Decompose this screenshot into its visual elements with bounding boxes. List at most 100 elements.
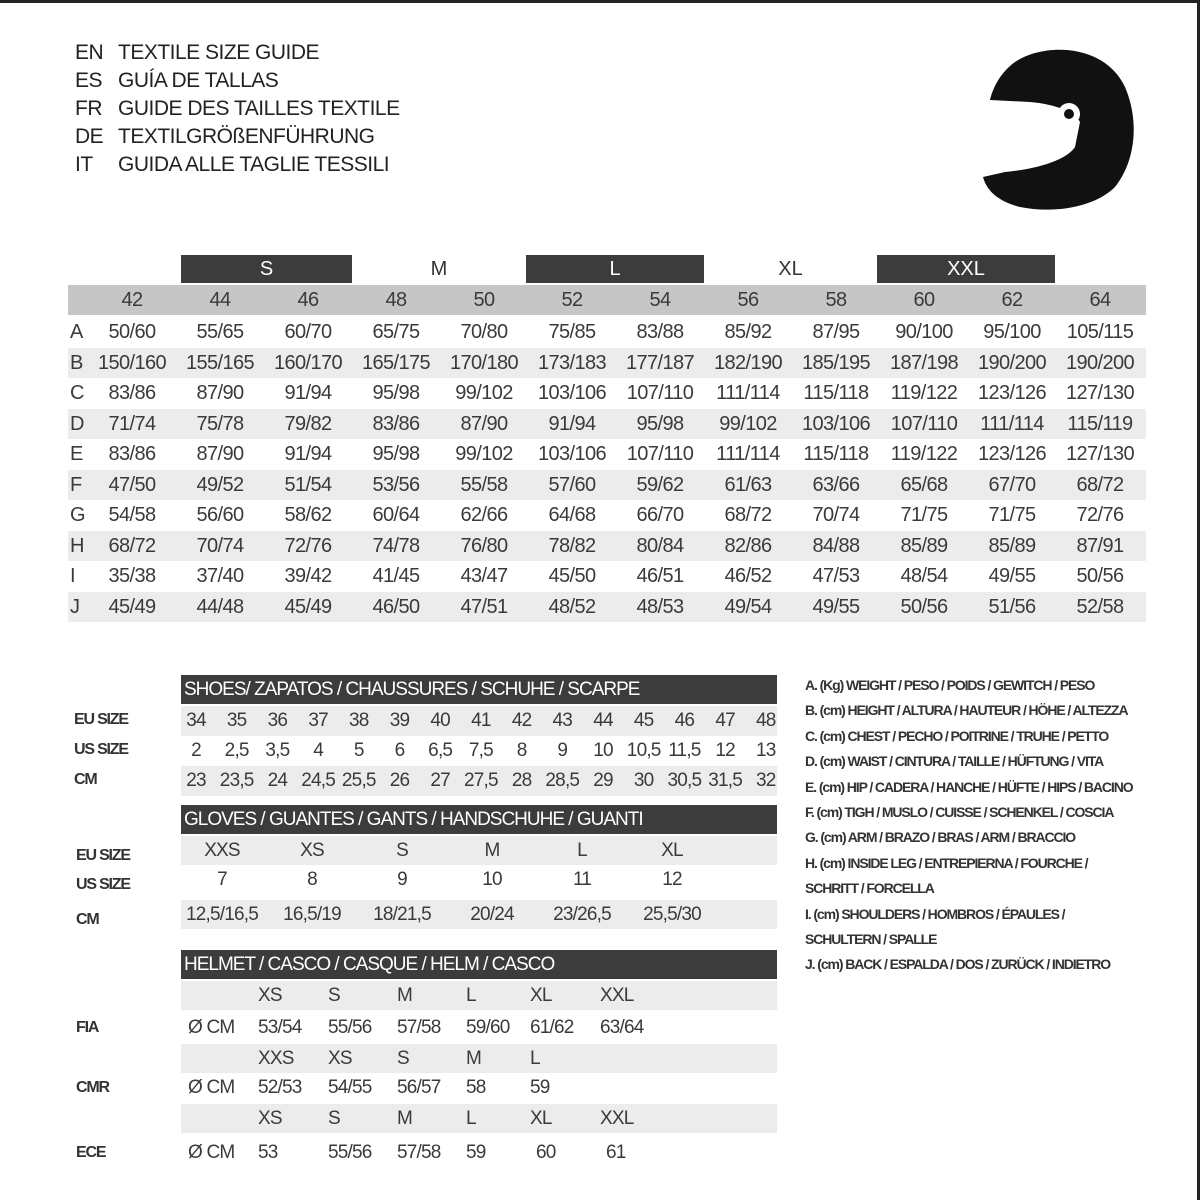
title-text: GUIDA ALLE TAGLIE TESSILI — [118, 153, 390, 176]
table-cell: 3,5 — [265, 740, 290, 761]
table-cell: 49/55 — [812, 595, 860, 618]
table-cell: 23/26,5 — [553, 904, 612, 925]
table-cell: 55/65 — [196, 321, 244, 343]
title-text: TEXTILGRÖßENFÜHRUNG — [118, 125, 375, 148]
title-line: FR GUIDE DES TAILLES TEXTILE — [75, 95, 400, 123]
table-cell: 40 — [430, 710, 450, 731]
table-cell: 87/90 — [196, 382, 244, 404]
table-cell: S — [396, 840, 409, 861]
row-label: F — [70, 473, 82, 496]
size-header-cell: 46 — [297, 289, 319, 311]
table-cell: 62/66 — [460, 504, 508, 526]
table-cell: 11,5 — [668, 740, 701, 761]
table-row-bg — [181, 1104, 777, 1133]
legend-item: SCHULTERN / SPALLE — [805, 931, 937, 947]
table-cell: 103/106 — [537, 382, 607, 404]
table-cell: 41 — [471, 710, 491, 731]
legend-item: SCHRITT / FORCELLA — [805, 880, 935, 897]
table-cell: 70/74 — [812, 504, 860, 526]
table-cell: XXS — [204, 840, 240, 861]
table-cell: 56/60 — [196, 504, 244, 526]
row-label: CM — [76, 911, 100, 928]
table-cell: 37/40 — [196, 565, 244, 587]
size-header-row — [68, 285, 1146, 315]
table-cell: 72/76 — [284, 534, 332, 557]
table-cell: 2,5 — [224, 740, 250, 761]
table-cell: 99/102 — [455, 443, 513, 465]
table-cell: 37 — [308, 710, 328, 731]
table-cell: 71/74 — [108, 412, 156, 435]
size-cell: XL — [530, 985, 552, 1006]
table-cell: 28,5 — [545, 770, 580, 791]
table-cell: 105/115 — [1066, 321, 1134, 343]
unit-label: Ø CM — [188, 1017, 235, 1038]
language-code: ES — [75, 69, 103, 92]
table-cell: 59/60 — [466, 1017, 510, 1038]
size-header-cell: 54 — [649, 289, 671, 311]
table-cell: 57/58 — [397, 1017, 441, 1038]
table-cell: 75/78 — [196, 412, 244, 435]
size-cell: M — [466, 1048, 482, 1069]
table-cell: 61/63 — [724, 473, 772, 496]
table-cell: 111/114 — [716, 443, 780, 465]
table-cell: 83/86 — [108, 382, 156, 404]
legend-item: G. (cm) ARM / BRAZO / BRAS / ARM / BRACC… — [805, 829, 1076, 846]
size-cell: M — [397, 985, 413, 1006]
language-code: DE — [75, 125, 104, 148]
size-cell: M — [397, 1108, 413, 1129]
table-cell: 90/100 — [895, 321, 953, 343]
table-cell: M — [484, 840, 500, 861]
table-cell: 85/89 — [988, 534, 1036, 557]
table-cell: 8 — [307, 869, 318, 890]
size-cell: L — [466, 1108, 477, 1129]
row-label: FIA — [76, 1019, 99, 1036]
table-cell: 10 — [593, 740, 613, 761]
table-cell: 16,5/19 — [283, 904, 342, 925]
table-cell: 155/165 — [185, 351, 255, 374]
table-cell: 107/110 — [626, 382, 694, 404]
table-cell: 50/60 — [108, 321, 156, 343]
table-cell: 87/90 — [460, 412, 508, 435]
table-cell: 12 — [662, 869, 682, 890]
legend-item: H. (cm) INSIDE LEG / ENTREPIERNA / FOURC… — [805, 854, 1089, 871]
table-cell: 55/56 — [328, 1142, 372, 1163]
table-cell: 74/78 — [372, 534, 420, 557]
size-header-cell: 62 — [1001, 289, 1023, 311]
unit-label: Ø CM — [188, 1077, 235, 1098]
table-cell: XS — [300, 840, 325, 861]
table-cell: 71/75 — [988, 504, 1036, 526]
row-label: US SIZE — [74, 741, 129, 758]
table-cell: 70/80 — [460, 321, 508, 343]
table-cell: 31,5 — [708, 770, 743, 791]
legend-item: I. (cm) SHOULDERS / HOMBROS / ÉPAULES / — [805, 905, 1066, 922]
legend-item: E. (cm) HIP / CADERA / HANCHE / HÜFTE / … — [805, 778, 1134, 795]
table-cell: 43/47 — [460, 565, 508, 587]
table-cell: 99/102 — [719, 412, 777, 435]
table-row-bg — [181, 1044, 777, 1073]
table-cell: 75/85 — [548, 321, 596, 343]
table-cell: 150/160 — [97, 351, 167, 374]
table-cell: 23,5 — [219, 770, 255, 791]
table-cell: 165/175 — [361, 351, 431, 374]
table-cell: 170/180 — [449, 351, 519, 374]
size-header-cell: 50 — [473, 289, 495, 311]
table-cell: 60/70 — [284, 321, 332, 343]
table-cell: 115/119 — [1067, 412, 1133, 435]
gloves-section-header: GLOVES / GUANTES / GANTS / HANDSCHUHE / … — [181, 805, 777, 834]
size-cell: XS — [258, 1108, 283, 1129]
table-cell: 53/56 — [372, 473, 420, 496]
table-cell: 13 — [756, 740, 776, 761]
size-cell: XXL — [600, 985, 634, 1006]
table-cell: 80/84 — [636, 534, 684, 557]
table-cell: 123/126 — [977, 382, 1047, 404]
table-cell: 187/198 — [889, 351, 959, 374]
table-cell: 119/122 — [890, 382, 958, 404]
size-cell: S — [397, 1048, 410, 1069]
table-cell: 71/75 — [900, 504, 948, 526]
table-cell: 11 — [572, 869, 592, 890]
table-cell: 57/60 — [548, 473, 596, 496]
table-cell: 28 — [511, 770, 532, 791]
table-cell: 68/72 — [108, 534, 156, 557]
table-row-bg — [68, 408, 1146, 439]
frame-border-right — [1197, 0, 1200, 1200]
